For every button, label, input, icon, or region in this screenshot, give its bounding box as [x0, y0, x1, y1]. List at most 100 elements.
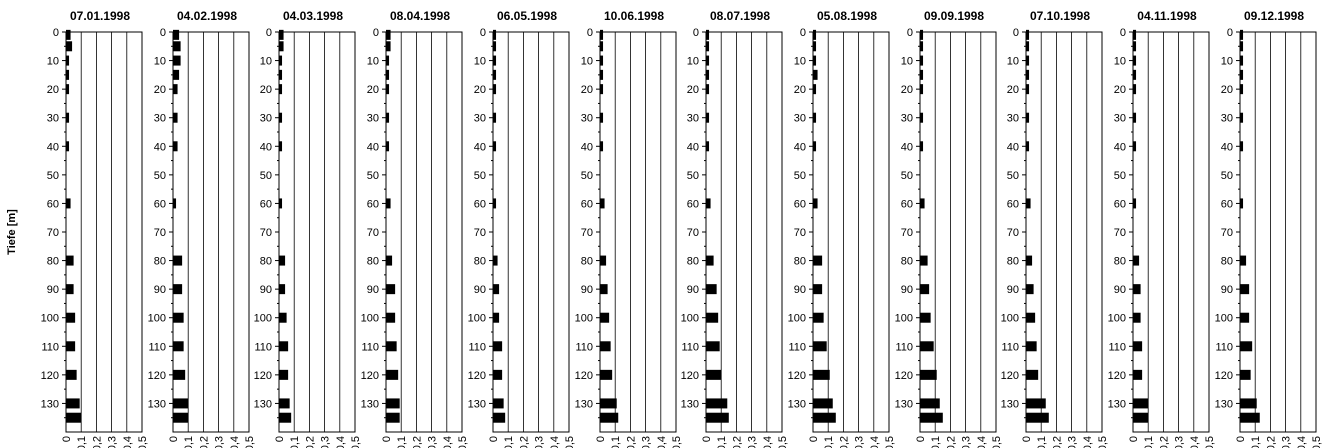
y-tick-label: 80: [474, 256, 486, 268]
y-tick-label: 100: [788, 313, 806, 325]
bar: [173, 341, 184, 352]
bar: [600, 112, 604, 123]
x-tick-label: 0,2: [1158, 436, 1170, 448]
bar: [1240, 29, 1244, 40]
bar: [66, 255, 74, 266]
bar: [600, 29, 604, 40]
y-tick-label: 20: [260, 84, 272, 96]
x-tick-label: 0,1: [289, 436, 301, 448]
bar: [173, 312, 184, 323]
bar: [1133, 112, 1137, 123]
bar: [1240, 284, 1250, 295]
bar: [706, 341, 720, 352]
bar: [279, 341, 289, 352]
y-tick-label: 130: [254, 398, 272, 410]
panel-09.12.1998: 09.12.1998 0 10 20 30 40 50 60 70 80 90 100 110 120 13…: [1215, 9, 1323, 448]
bar: [279, 41, 284, 52]
y-tick-label: 110: [41, 341, 59, 353]
x-tick-label: 0,3: [107, 436, 119, 448]
y-tick-label: 40: [1221, 141, 1233, 153]
bar: [600, 341, 611, 352]
x-tick-label: 0: [915, 436, 927, 442]
x-tick-label: 0,5: [564, 436, 576, 448]
y-tick-label: 100: [468, 313, 486, 325]
y-tick-label: 110: [254, 341, 272, 353]
y-tick-label: 50: [1007, 170, 1019, 182]
bar: [1026, 69, 1030, 80]
plot-frame: [1132, 31, 1210, 433]
y-tick-label: 100: [681, 313, 699, 325]
y-tick-label: 10: [794, 56, 806, 68]
panel-title: 04.02.1998: [177, 9, 237, 23]
y-tick-label: 120: [361, 370, 379, 382]
bar: [1240, 84, 1244, 95]
y-tick-label: 110: [575, 341, 593, 353]
y-tick-label: 90: [581, 284, 593, 296]
y-tick-label: 90: [474, 284, 486, 296]
x-tick-label: 0,1: [610, 436, 622, 448]
y-tick-label: 70: [47, 227, 59, 239]
x-tick-label: 0,1: [823, 436, 835, 448]
bar: [493, 141, 497, 152]
bar: [600, 284, 608, 295]
y-tick-label: 50: [687, 170, 699, 182]
x-tick-label: 0,5: [457, 436, 469, 448]
y-tick-label: 70: [260, 227, 272, 239]
y-tick-label: 40: [1114, 141, 1126, 153]
bar: [386, 29, 391, 40]
bar: [66, 284, 74, 295]
y-tick-label: 100: [254, 313, 272, 325]
plot-frame: [1239, 31, 1317, 433]
x-tick-label: 0,2: [518, 436, 530, 448]
bar: [706, 69, 710, 80]
bar: [493, 55, 497, 66]
bar: [813, 112, 817, 123]
x-tick-label: 0,3: [320, 436, 332, 448]
panel-title: 07.10.1998: [1030, 9, 1090, 23]
bar: [493, 312, 500, 323]
x-tick-label: 0,1: [183, 436, 195, 448]
x-tick-label: 0: [595, 436, 607, 442]
y-tick-label: 20: [154, 84, 166, 96]
x-tick-label: 0,5: [137, 436, 149, 448]
y-tick-label: 40: [581, 141, 593, 153]
y-tick-label: 70: [794, 227, 806, 239]
y-tick-label: 30: [901, 113, 913, 125]
x-tick-label: 0,4: [1082, 436, 1094, 448]
bar: [1026, 398, 1046, 409]
y-tick-label: 0: [160, 27, 166, 39]
plot-frame: [65, 31, 143, 433]
x-tick-label: 0,4: [1296, 436, 1308, 448]
y-tick-label: 30: [1221, 113, 1233, 125]
bar: [66, 198, 71, 209]
y-tick-label: 40: [687, 141, 699, 153]
x-tick-label: 0,5: [991, 436, 1003, 448]
bar: [1026, 112, 1030, 123]
x-tick-label: 0,2: [304, 436, 316, 448]
y-tick-label: 50: [367, 170, 379, 182]
x-tick-label: 0,3: [747, 436, 759, 448]
panel-title: 04.03.1998: [283, 9, 343, 23]
y-tick-label: 80: [1114, 256, 1126, 268]
bar: [1026, 198, 1031, 209]
y-tick-label: 130: [1001, 398, 1019, 410]
bar: [1240, 69, 1244, 80]
panel-title: 09.12.1998: [1244, 9, 1304, 23]
y-tick-label: 10: [1221, 56, 1233, 68]
bar: [279, 255, 286, 266]
x-tick-label: 0,2: [625, 436, 637, 448]
panel-title: 05.08.1998: [817, 9, 877, 23]
bar: [813, 284, 823, 295]
y-tick-label: 90: [367, 284, 379, 296]
y-tick-label: 40: [474, 141, 486, 153]
bar: [1240, 341, 1253, 352]
y-tick-label: 10: [474, 56, 486, 68]
y-tick-label: 70: [581, 227, 593, 239]
bar: [920, 84, 924, 95]
x-tick-label: 0: [1021, 436, 1033, 442]
y-tick-label: 130: [895, 398, 913, 410]
y-tick-label: 20: [1221, 84, 1233, 96]
y-tick-label: 70: [1007, 227, 1019, 239]
y-tick-label: 100: [1001, 313, 1019, 325]
